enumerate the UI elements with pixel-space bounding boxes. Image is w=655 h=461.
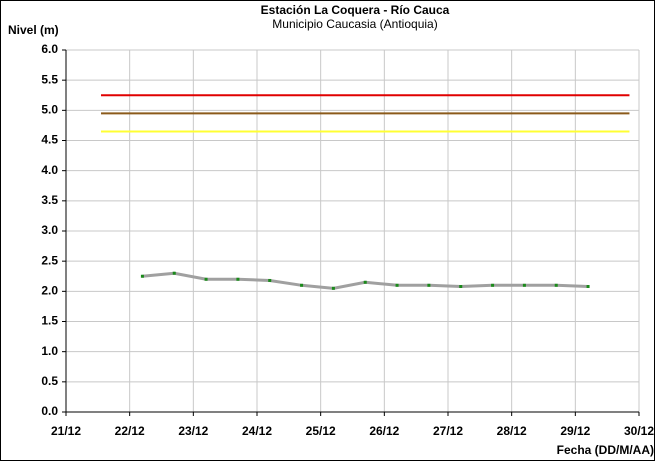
x-axis-label: Fecha (DD/M/AA) <box>557 443 654 457</box>
data-point <box>172 271 176 275</box>
data-point <box>395 283 399 287</box>
x-tick-label: 25/12 <box>306 424 336 438</box>
data-point <box>300 283 304 287</box>
data-point <box>140 274 144 278</box>
data-point <box>522 283 526 287</box>
data-point <box>331 286 335 290</box>
x-tick-label: 23/12 <box>178 424 208 438</box>
y-tick-label: 4.5 <box>41 133 58 147</box>
data-point <box>459 285 463 289</box>
x-tick-label: 29/12 <box>560 424 590 438</box>
data-point <box>204 277 208 281</box>
x-tick-label: 24/12 <box>242 424 272 438</box>
y-tick-label: 0.0 <box>41 404 58 418</box>
chart-subtitle: Municipio Caucasia (Antioquia) <box>272 17 437 31</box>
x-tick-label: 21/12 <box>51 424 81 438</box>
y-tick-label: 3.0 <box>41 223 58 237</box>
y-tick-label: 1.5 <box>41 314 58 328</box>
y-tick-label: 1.0 <box>41 344 58 358</box>
y-tick-label: 2.5 <box>41 253 58 267</box>
data-point <box>236 277 240 281</box>
y-tick-label: 4.0 <box>41 163 58 177</box>
y-tick-label: 0.5 <box>41 374 58 388</box>
x-tick-label: 26/12 <box>369 424 399 438</box>
data-point <box>554 283 558 287</box>
data-point <box>491 283 495 287</box>
x-tick-label: 27/12 <box>433 424 463 438</box>
data-point <box>363 280 367 284</box>
x-tick-label: 28/12 <box>497 424 527 438</box>
y-tick-label: 2.0 <box>41 284 58 298</box>
data-point <box>268 278 272 282</box>
data-point <box>586 285 590 289</box>
x-tick-label: 30/12 <box>624 424 654 438</box>
x-tick-label: 22/12 <box>115 424 145 438</box>
y-tick-label: 5.0 <box>41 103 58 117</box>
y-tick-label: 3.5 <box>41 193 58 207</box>
chart-title: Estación La Coquera - Río Cauca <box>261 3 450 17</box>
y-tick-label: 5.5 <box>41 72 58 86</box>
data-point <box>427 283 431 287</box>
y-axis-label: Nivel (m) <box>8 23 59 37</box>
y-tick-label: 6.0 <box>41 42 58 56</box>
